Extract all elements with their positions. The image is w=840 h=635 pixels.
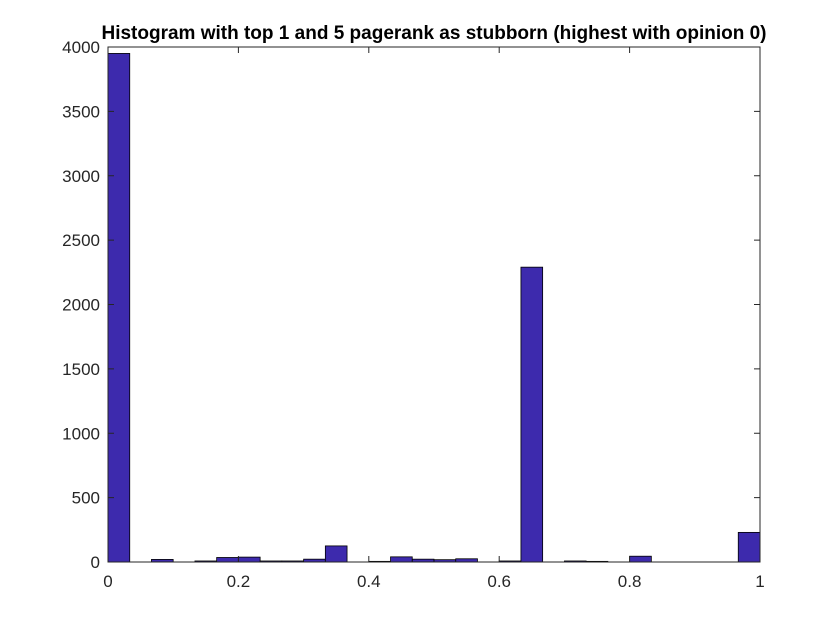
- y-tick-label: 3500: [62, 102, 100, 121]
- chart-title: Histogram with top 1 and 5 pagerank as s…: [101, 23, 766, 44]
- y-tick-label: 2500: [62, 231, 100, 250]
- histogram-bar: [107, 53, 131, 563]
- histogram-bar: [216, 557, 239, 563]
- y-tick-label: 500: [72, 489, 100, 508]
- histogram-bar: [324, 545, 348, 563]
- x-tick-label: 0: [103, 572, 112, 591]
- x-tick-label: 0.8: [618, 572, 642, 591]
- y-tick-label: 2000: [62, 296, 100, 315]
- x-tick-label: 0.4: [357, 572, 381, 591]
- histogram-bar: [390, 556, 413, 563]
- y-tick-label: 0: [91, 553, 100, 572]
- x-tick-label: 1: [755, 572, 764, 591]
- x-tick-label: 0.6: [487, 572, 511, 591]
- y-tick-label: 4000: [62, 38, 100, 57]
- y-tick-label: 1500: [62, 360, 100, 379]
- histogram-bar: [238, 556, 261, 563]
- x-tick-label: 0.2: [227, 572, 251, 591]
- axes-layer: 0 0.2 0.4 0.6 0.8 1 0 500 1000 1500 2000 2500 3000 35…: [62, 38, 765, 591]
- histogram-bar: [737, 531, 761, 563]
- y-tick-label: 1000: [62, 424, 100, 443]
- axes-box: [107, 46, 761, 563]
- bars-layer: [107, 53, 761, 563]
- y-tick-label: 3000: [62, 167, 100, 186]
- histogram-bar: [520, 266, 544, 563]
- histogram-bar: [629, 555, 652, 563]
